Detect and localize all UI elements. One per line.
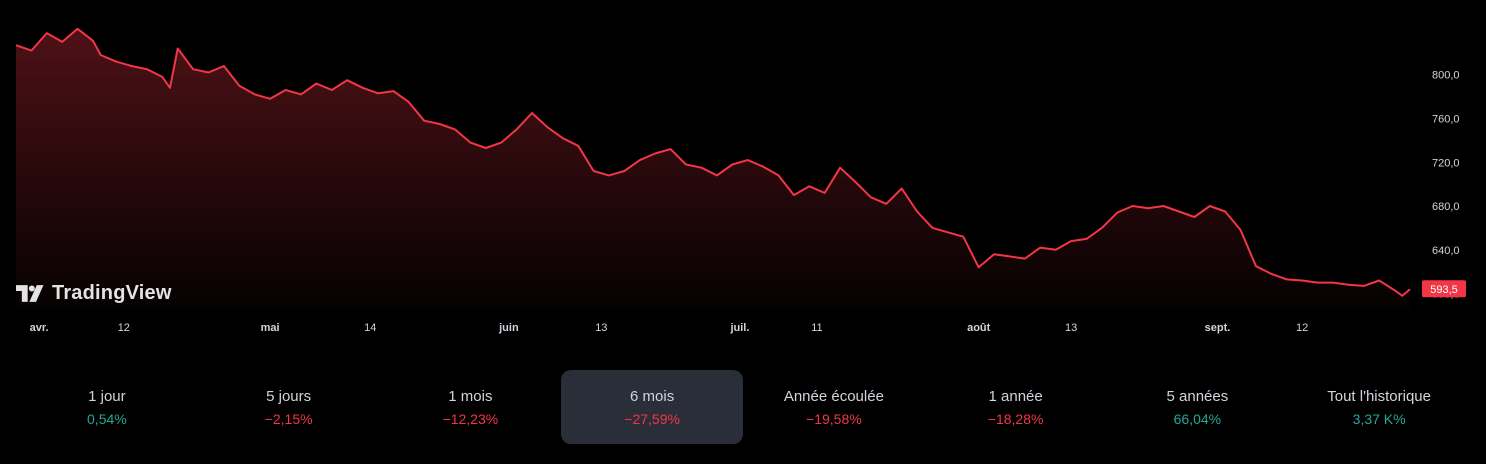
y-tick-label: 720,0: [1432, 157, 1460, 169]
y-tick-label: 680,0: [1432, 201, 1460, 213]
x-tick-label: 13: [1065, 322, 1077, 334]
period-tab-label: 1 année: [988, 387, 1043, 405]
x-tick-label: 13: [595, 322, 607, 334]
period-tab[interactable]: 1 jour 0,54%: [16, 370, 198, 444]
x-tick-label: juin: [498, 322, 519, 334]
period-tab[interactable]: Tout l'historique 3,37 K%: [1288, 370, 1470, 444]
period-tab[interactable]: 6 mois −27,59%: [561, 370, 743, 444]
period-tab[interactable]: Année écoulée −19,58%: [743, 370, 925, 444]
period-tab[interactable]: 1 mois −12,23%: [380, 370, 562, 444]
period-tab[interactable]: 5 années 66,04%: [1107, 370, 1289, 444]
period-tab-label: Tout l'historique: [1327, 387, 1431, 405]
x-tick-label: 12: [1296, 322, 1308, 334]
y-tick-label: 640,0: [1432, 245, 1460, 257]
period-tab-label: Année écoulée: [783, 387, 884, 405]
period-tab-label: 5 années: [1166, 387, 1229, 405]
period-tab-change: −27,59%: [624, 410, 680, 427]
x-tick-label: juil.: [729, 322, 749, 334]
tradingview-logo: TradingView: [16, 282, 172, 305]
x-tick-label: août: [967, 322, 991, 334]
period-tab-label: 1 mois: [448, 387, 493, 405]
period-tab-change: −18,28%: [987, 410, 1044, 427]
x-tick-label: mai: [261, 322, 280, 334]
x-tick-label: 12: [118, 322, 130, 334]
x-tick-label: 14: [364, 322, 376, 334]
period-tab-change: 3,37 K%: [1352, 410, 1406, 427]
x-tick-label: avr.: [30, 322, 49, 334]
last-price-tag-text: 593,5: [1430, 284, 1458, 296]
y-tick-label: 800,0: [1432, 70, 1460, 82]
x-axis: avr. 12 mai 14 juin 13 juil. 11 août 13 sept. 12: [30, 322, 1309, 334]
last-price-tag: 593,5: [1422, 280, 1466, 298]
period-tab-change: 66,04%: [1173, 410, 1222, 427]
period-tab[interactable]: 5 jours −2,15%: [198, 370, 380, 444]
x-tick-label: 11: [811, 322, 822, 334]
period-tab-change: 0,54%: [87, 410, 127, 427]
period-tab-change: −12,23%: [442, 410, 499, 427]
tradingview-logo-icon: [16, 285, 44, 302]
period-tab[interactable]: 1 année −18,28%: [925, 370, 1107, 444]
period-tab-label: 1 jour: [88, 387, 126, 405]
period-tab-change: −19,58%: [806, 410, 862, 427]
last-price-tag-bg: [1422, 280, 1466, 298]
y-tick-label: 760,0: [1432, 113, 1460, 125]
period-tab-change: −2,15%: [264, 410, 313, 427]
period-tab-label: 5 jours: [266, 387, 312, 405]
price-line: [15, 27, 1411, 297]
period-selector: 1 jour 0,54% 5 jours −2,15% 1 mois −12,23% 6 m…: [16, 370, 1470, 444]
tradingview-logo-text: TradingView: [52, 282, 172, 304]
price-area-fill: [16, 28, 1410, 311]
period-tab-label: 6 mois: [630, 387, 675, 405]
x-tick-label: sept.: [1205, 322, 1231, 334]
